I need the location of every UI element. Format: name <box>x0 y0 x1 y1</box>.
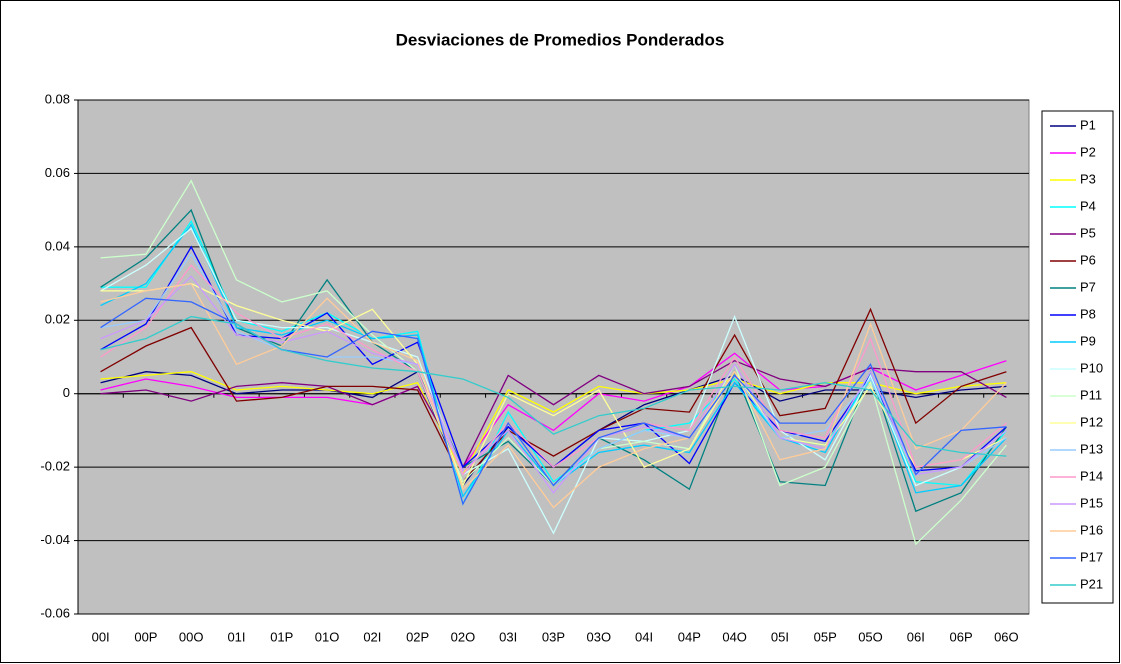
legend-label: P7 <box>1080 279 1096 294</box>
y-tick-label: 0.08 <box>45 91 70 106</box>
legend-label: P9 <box>1080 333 1096 348</box>
legend-label: P21 <box>1080 576 1103 591</box>
x-tick-label: 05O <box>858 629 883 644</box>
x-tick-label: 06O <box>994 629 1019 644</box>
legend-label: P10 <box>1080 360 1103 375</box>
x-tick-label: 04O <box>722 629 747 644</box>
legend-label: P14 <box>1080 468 1103 483</box>
y-tick-label: 0.02 <box>45 312 70 327</box>
legend-box <box>1041 110 1114 604</box>
legend-label: P16 <box>1080 522 1103 537</box>
series-line <box>100 227 1007 535</box>
series-line <box>100 371 1007 476</box>
x-tick-label: 04I <box>635 629 653 644</box>
y-tick-label: -0.06 <box>40 605 70 620</box>
legend-label: P17 <box>1080 549 1103 564</box>
legend-label: P12 <box>1080 414 1103 429</box>
x-tick-label: 02I <box>363 629 381 644</box>
legend-label: P3 <box>1080 171 1096 186</box>
x-tick-label: 01I <box>227 629 245 644</box>
y-tick-label: -0.02 <box>40 459 70 474</box>
y-tick-label: 0 <box>63 385 70 400</box>
series-line <box>100 264 1007 476</box>
plot-area <box>77 99 1030 615</box>
x-tick-label: 00O <box>179 629 204 644</box>
x-tick-label: 04P <box>678 629 701 644</box>
x-tick-label: 03O <box>586 629 611 644</box>
y-tick-label: 0.04 <box>45 238 70 253</box>
legend-label: P13 <box>1080 441 1103 456</box>
chart-title: Desviaciones de Promedios Ponderados <box>396 30 725 49</box>
x-tick-label: 03P <box>542 629 565 644</box>
y-tick-label: 0.06 <box>45 165 70 180</box>
x-tick-label: 05P <box>814 629 837 644</box>
legend-label: P1 <box>1080 117 1096 132</box>
series-line <box>100 275 1007 494</box>
legend-label: P4 <box>1080 198 1096 213</box>
legend-label: P6 <box>1080 252 1096 267</box>
series-line <box>100 307 1007 483</box>
series-line <box>100 359 1007 469</box>
x-tick-label: 00I <box>92 629 110 644</box>
series-line <box>100 315 1007 457</box>
legend-label: P5 <box>1080 225 1096 240</box>
x-tick-label: 06P <box>950 629 973 644</box>
series-line <box>100 282 1007 488</box>
x-tick-label: 06I <box>907 629 925 644</box>
x-tick-label: 02P <box>406 629 429 644</box>
x-tick-label: 01O <box>315 629 340 644</box>
legend-label: P11 <box>1080 387 1102 402</box>
series-line <box>100 282 1007 509</box>
series-line <box>100 219 1007 506</box>
x-tick-label: 03I <box>499 629 517 644</box>
x-tick-label: 05I <box>771 629 789 644</box>
x-tick-label: 00P <box>134 629 157 644</box>
legend-label: P8 <box>1080 306 1096 321</box>
legend-label: P15 <box>1080 495 1103 510</box>
legend-label: P2 <box>1080 144 1096 159</box>
x-tick-label: 02O <box>451 629 476 644</box>
x-tick-label: 01P <box>270 629 293 644</box>
y-tick-label: -0.04 <box>40 532 70 547</box>
